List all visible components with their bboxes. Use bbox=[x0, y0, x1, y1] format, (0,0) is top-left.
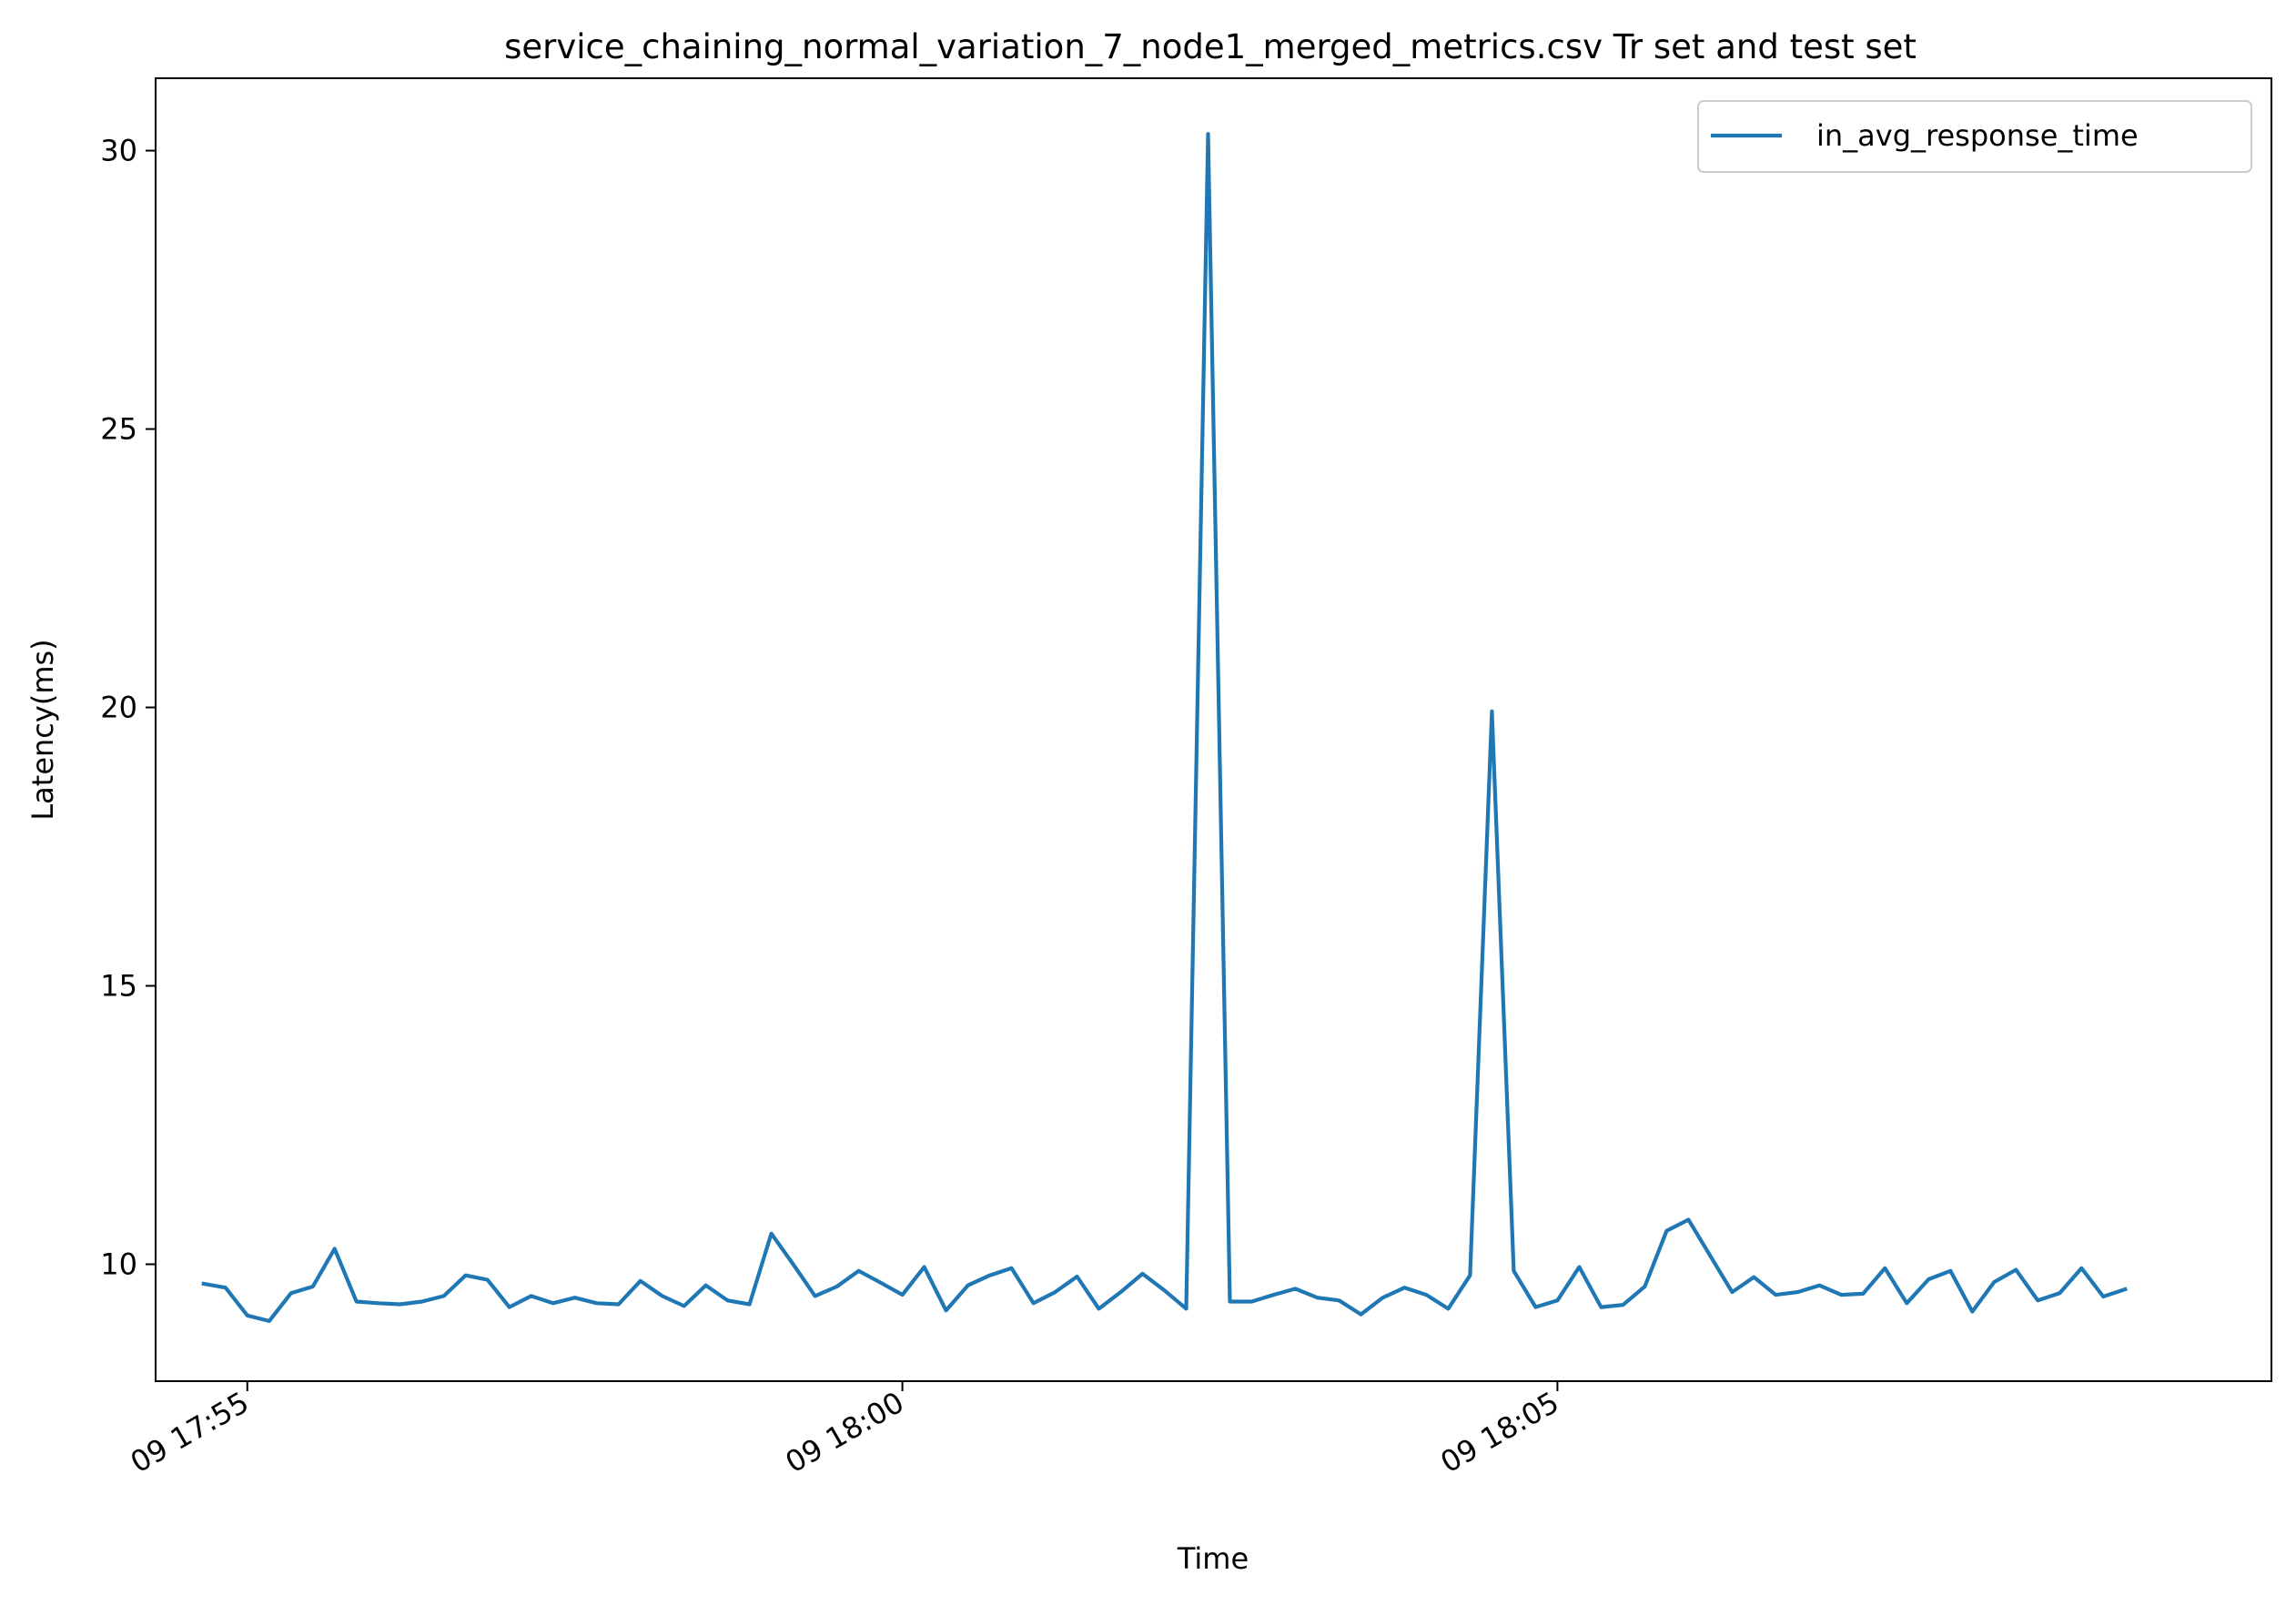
y-tick-label: 15 bbox=[100, 969, 137, 1004]
legend-box bbox=[1697, 100, 2252, 173]
legend: in_avg_response_time bbox=[1697, 100, 2252, 173]
y-tick-label: 30 bbox=[100, 134, 137, 168]
plot-area bbox=[201, 132, 2128, 1323]
series-line-in-avg-response-time bbox=[201, 132, 2128, 1323]
y-tick-label: 10 bbox=[100, 1247, 137, 1281]
legend-label-in-avg-response-time: in_avg_response_time bbox=[1816, 118, 2139, 153]
y-axis: 10 15 20 25 30 bbox=[100, 134, 156, 1281]
chart-title: service_chaining_normal_variation_7_node… bbox=[504, 27, 1917, 66]
y-axis-label: Latency(ms) bbox=[25, 639, 60, 820]
x-axis-label: Time bbox=[1177, 1541, 1249, 1576]
axes-frame bbox=[155, 77, 2272, 1382]
y-tick-label: 20 bbox=[100, 691, 137, 725]
y-tick-label: 25 bbox=[100, 412, 137, 447]
